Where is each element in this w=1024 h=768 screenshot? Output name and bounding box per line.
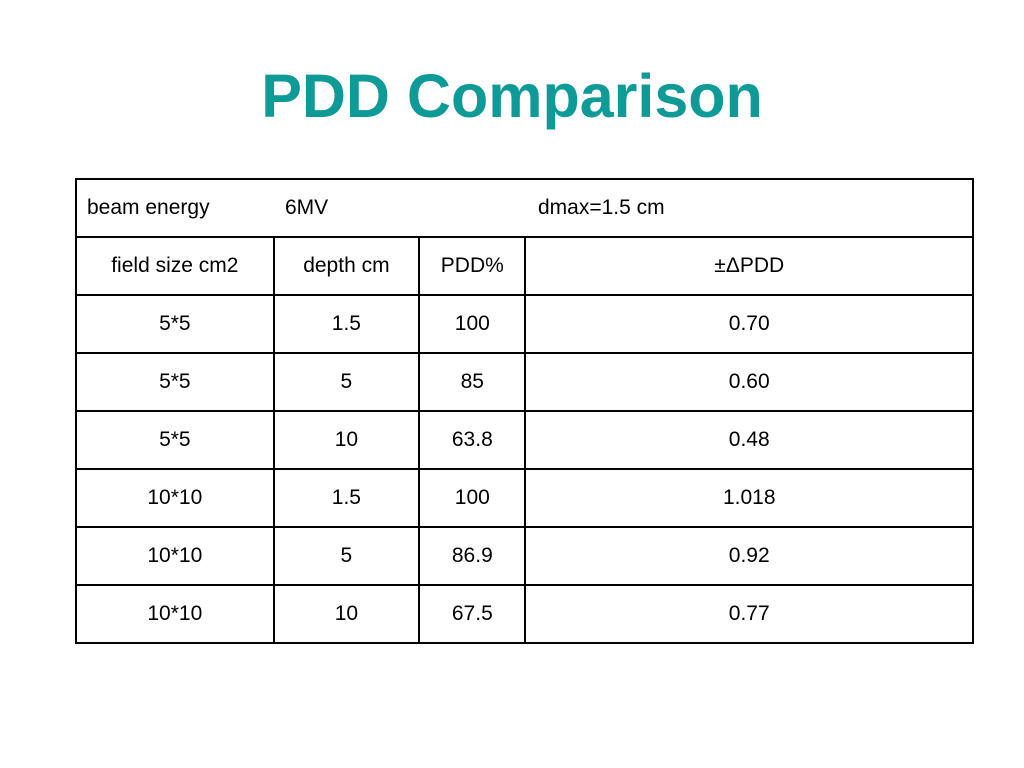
cell-pdd: 86.9 — [418, 526, 527, 586]
cell-depth: 10 — [272, 584, 421, 644]
cell-pdd: 100 — [418, 294, 527, 354]
cell-field-size: 5*5 — [75, 294, 275, 354]
cell-field-size: 10*10 — [75, 584, 275, 644]
table-row: 5*5 5 85 0.60 — [75, 352, 974, 412]
cell-depth: 5 — [272, 526, 421, 586]
table-row: 10*10 5 86.9 0.92 — [75, 526, 974, 586]
table-info-row: beam energy 6MV dmax=1.5 cm — [75, 178, 974, 238]
table-row: 5*5 1.5 100 0.70 — [75, 294, 974, 354]
cell-delta-pdd: 0.60 — [524, 352, 974, 412]
cell-pdd: 67.5 — [418, 584, 527, 644]
cell-delta-pdd: 0.70 — [524, 294, 974, 354]
table-row: 10*10 1.5 100 1.018 — [75, 468, 974, 528]
cell-delta-pdd: 0.48 — [524, 410, 974, 470]
cell-field-size: 5*5 — [75, 352, 275, 412]
cell-field-size: 10*10 — [75, 526, 275, 586]
cell-delta-pdd: 1.018 — [524, 468, 974, 528]
cell-field-size: 5*5 — [75, 410, 275, 470]
header-depth: depth cm — [272, 236, 421, 296]
cell-depth: 1.5 — [272, 294, 421, 354]
cell-pdd: 63.8 — [418, 410, 527, 470]
cell-depth: 10 — [272, 410, 421, 470]
cell-pdd: 85 — [418, 352, 527, 412]
cell-depth: 5 — [272, 352, 421, 412]
header-field-size: field size cm2 — [75, 236, 275, 296]
cell-pdd: 100 — [418, 468, 527, 528]
cell-delta-pdd: 0.77 — [524, 584, 974, 644]
header-delta-pdd: ±ΔPDD — [524, 236, 974, 296]
table-row: 5*5 10 63.8 0.48 — [75, 410, 974, 470]
cell-field-size: 10*10 — [75, 468, 275, 528]
table-header-row: field size cm2 depth cm PDD% ±ΔPDD — [75, 236, 974, 296]
info-cell: beam energy 6MV dmax=1.5 cm — [75, 178, 974, 238]
beam-energy-label: beam energy — [87, 196, 210, 219]
dmax-value: dmax=1.5 cm — [538, 196, 665, 219]
table-row: 10*10 10 67.5 0.77 — [75, 584, 974, 644]
pdd-table: beam energy 6MV dmax=1.5 cm field size c… — [75, 178, 974, 644]
beam-energy-value: 6MV — [285, 196, 329, 219]
slide-title: PDD Comparison — [261, 62, 763, 130]
cell-delta-pdd: 0.92 — [524, 526, 974, 586]
cell-depth: 1.5 — [272, 468, 421, 528]
header-pdd: PDD% — [418, 236, 527, 296]
